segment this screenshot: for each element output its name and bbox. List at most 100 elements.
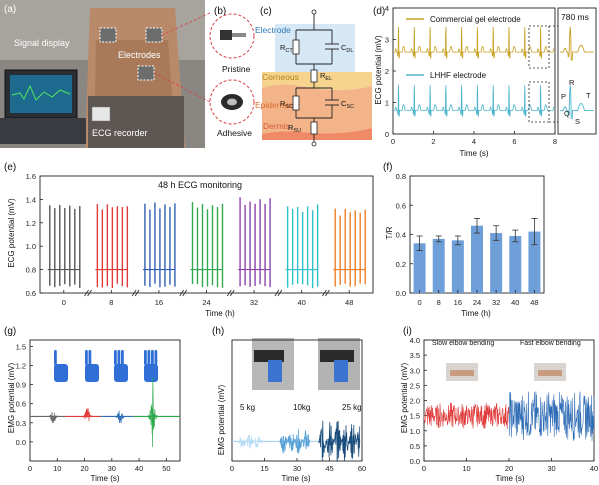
hand-gesture-2-finger: [121, 350, 124, 365]
y-tick-label: 1.6: [26, 172, 36, 181]
panel-g-label: (g): [4, 326, 16, 337]
x-tick-label: 8: [553, 137, 557, 146]
r-ct-label: RCT: [280, 43, 293, 54]
panel-i: (i) EMG potential (mV) Time (s) Slow elb…: [400, 326, 598, 483]
x-tick-label: 24: [202, 298, 210, 307]
panel-d-label: (d): [373, 6, 385, 17]
y-tick-label: 0.6: [16, 400, 26, 409]
panel-i-xlabel: Time (s): [495, 474, 524, 483]
panel-e-ylabel: ECG potential (mV): [7, 198, 16, 268]
x-tick-label: 16: [155, 298, 163, 307]
emg-burst-3: [147, 377, 159, 448]
zoom-rect-top: [528, 25, 550, 69]
y-tick-label: 0.6: [26, 289, 36, 298]
emg-slow-line: [423, 402, 510, 430]
panel-e-plot: 0.6 0.8 1.0 1.2 1.4 1.6 0 8 16 24 32 40 48: [26, 172, 374, 307]
y-tick-label: 0.8: [396, 172, 406, 181]
epidermis-region-label: Epidermis: [255, 100, 293, 110]
y-tick-label: 3: [385, 36, 389, 45]
glove-25kg: [334, 360, 348, 382]
pristine-label: Pristine: [222, 64, 251, 74]
y-tick-label: 1.4: [26, 195, 36, 204]
y-tick-label: 1.2: [16, 361, 26, 370]
zoom-commercial-line: [560, 26, 594, 61]
arm-fast: [538, 370, 562, 376]
annotation-slow: Slow elbow bending: [432, 340, 494, 347]
panel-g-plot: 0 10 20 30 40 50 0.0 0.3 0.6 0.9 1.2 1.5: [16, 339, 181, 473]
hand-gesture-2-finger: [117, 350, 121, 365]
x-tick-label: 24: [473, 298, 481, 307]
x-tick-label: 48: [530, 298, 538, 307]
hand-gesture-1-palm: [85, 364, 99, 382]
x-tick-label: 32: [492, 298, 500, 307]
bar-24: [471, 225, 483, 293]
x-tick-label: 40: [511, 298, 519, 307]
annotation-10kg: 10kg: [293, 403, 310, 412]
panel-d: (d) ECG potential (mV) Time (s) 0 2 4 6 8 0 1 2…: [373, 4, 597, 158]
panel-d-ylabel: ECG potential (mV): [374, 35, 383, 105]
x-tick-label: 0: [417, 298, 421, 307]
hand-gesture-3-finger: [144, 350, 147, 365]
panel-g-xlabel: Time (s): [90, 474, 119, 483]
interval-callout: 780 ms: [561, 12, 589, 22]
y-tick-label: 2.5: [410, 381, 420, 390]
peak-label-r: R: [569, 78, 575, 87]
x-tick-label: 30: [293, 464, 301, 473]
x-tick-label: 48: [345, 298, 353, 307]
y-tick-label: 0.4: [396, 231, 406, 240]
hand-gesture-2-finger: [114, 350, 117, 365]
x-tick-label: 40: [590, 464, 598, 473]
c-dl-label: CDL: [341, 43, 353, 54]
y-tick-label: 0.0: [410, 457, 420, 466]
legend-lhhf: LHHF electrode: [430, 71, 487, 80]
x-tick-label: 16: [454, 298, 462, 307]
panel-h-plot: 0 15 30 45 60: [230, 339, 366, 473]
y-tick-label: 0.0: [396, 289, 406, 298]
r-su-label: RSU: [288, 123, 301, 134]
y-tick-label: 0.8: [26, 266, 36, 275]
panel-h-xlabel: Time (s): [281, 474, 310, 483]
x-tick-label: 4: [472, 137, 476, 146]
glove-5kg: [268, 360, 282, 382]
hand-gesture-0-palm: [54, 364, 68, 382]
panel-b-label: (b): [214, 6, 226, 17]
y-tick-label: 2: [385, 67, 389, 76]
x-tick-label: 32: [250, 298, 258, 307]
bar-48: [528, 231, 541, 293]
axis-break: [226, 289, 232, 297]
panel-c-label: (c): [260, 6, 272, 17]
panel-g-hand-gestures: [54, 350, 158, 382]
y-tick-label: 3.0: [410, 366, 420, 375]
y-tick-label: 0.2: [396, 260, 406, 269]
emg-fast-line: [509, 391, 595, 441]
panel-h-label: (h): [212, 326, 224, 337]
y-tick-label: 1.0: [26, 242, 36, 251]
x-tick-label: 8: [437, 298, 441, 307]
annotation-25kg: 25 kg: [342, 403, 362, 412]
axis-break: [131, 289, 137, 297]
axis-break: [179, 289, 185, 297]
hand-gesture-3-palm: [144, 364, 158, 382]
hand-gesture-3-finger: [147, 350, 151, 365]
x-tick-label: 2: [431, 137, 435, 146]
hand-gesture-1-finger: [88, 350, 92, 365]
x-tick-label: 0: [28, 464, 32, 473]
y-tick-label: 1.2: [26, 219, 36, 228]
corneous-region-label: Corneous: [262, 72, 299, 82]
panel-c: (c) Electrode Corneous Epidermis: [255, 6, 372, 147]
panel-f-plot: 0.0 0.2 0.4 0.6 0.8 0 8 16 24 32 40 48: [396, 172, 545, 307]
x-tick-label: 40: [135, 464, 143, 473]
x-tick-label: 40: [297, 298, 305, 307]
panel-e-frame: [39, 175, 374, 294]
x-tick-label: 20: [505, 464, 513, 473]
x-tick-label: 10: [53, 464, 61, 473]
panel-g-frame: [29, 339, 181, 462]
emg-burst-1: [81, 408, 93, 422]
panel-f-label: (f): [383, 162, 392, 173]
panel-a-label: (a): [4, 4, 16, 15]
panel-d-zoom-box: [557, 7, 597, 135]
ecg-recorder-label: ECG recorder: [92, 128, 148, 138]
x-tick-label: 0: [230, 464, 234, 473]
series-0-line: [393, 26, 555, 59]
